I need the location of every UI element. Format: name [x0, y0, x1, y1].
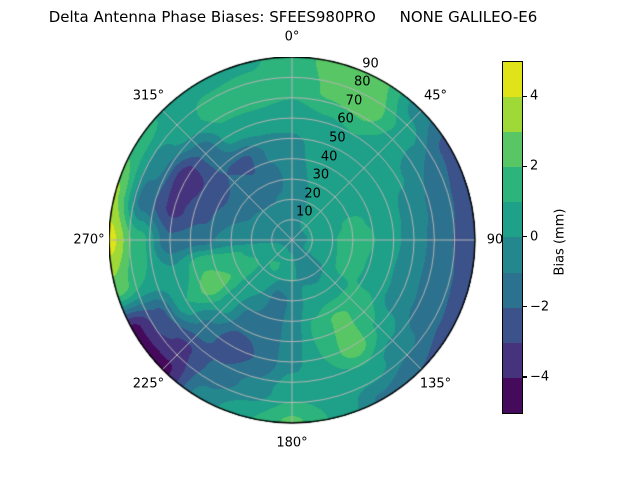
- radial-tick-label: 60: [337, 111, 354, 127]
- radial-tick-label: 80: [353, 74, 371, 90]
- chart-title: Delta Antenna Phase Biases: SFEES980PRO …: [48, 8, 538, 26]
- radial-tick-label: 20: [304, 186, 321, 202]
- angle-tick-label: 0°: [284, 29, 300, 45]
- colorbar-tick-label: −2: [530, 299, 550, 315]
- radial-tick-label: 40: [320, 149, 338, 165]
- colorbar-band: [503, 167, 522, 203]
- colorbar-band: [503, 202, 522, 238]
- colorbar-band: [503, 237, 522, 273]
- angle-tick-label: 315°: [132, 88, 165, 104]
- colorbar-tick-mark: [523, 236, 527, 238]
- angle-tick-label: 270°: [73, 232, 105, 248]
- colorbar-axis-label: Bias (mm): [552, 208, 568, 276]
- angle-tick-label: 45°: [424, 88, 448, 104]
- colorbar-band: [503, 97, 522, 133]
- colorbar-tick-label: 0: [530, 229, 539, 244]
- colorbar-band: [503, 272, 522, 308]
- angle-tick-label: 135°: [419, 376, 452, 392]
- polar-contour-plot: [109, 57, 477, 425]
- colorbar-tick-mark: [523, 306, 527, 308]
- colorbar-band: [503, 132, 522, 168]
- colorbar-band: [503, 62, 522, 98]
- angle-tick-label: 90: [486, 232, 504, 248]
- colorbar-tick-label: −4: [530, 369, 550, 385]
- colorbar-tick-mark: [523, 95, 527, 97]
- angle-tick-label: 225°: [132, 376, 165, 392]
- angle-tick-label: 180°: [276, 435, 308, 451]
- radial-tick-label: 10: [296, 204, 313, 220]
- radial-tick-label: 70: [345, 93, 363, 109]
- colorbar-tick-label: 4: [530, 88, 539, 104]
- colorbar-band: [503, 307, 522, 343]
- colorbar: [502, 61, 523, 414]
- colorbar-tick-label: 2: [530, 158, 539, 174]
- radial-tick-label: 50: [329, 130, 346, 146]
- colorbar-tick-mark: [523, 165, 527, 167]
- radial-tick-label: 90: [362, 56, 379, 72]
- colorbar-tick-mark: [523, 376, 527, 378]
- colorbar-band: [503, 342, 522, 378]
- radial-tick-label: 30: [312, 167, 330, 183]
- colorbar-band: [503, 377, 522, 413]
